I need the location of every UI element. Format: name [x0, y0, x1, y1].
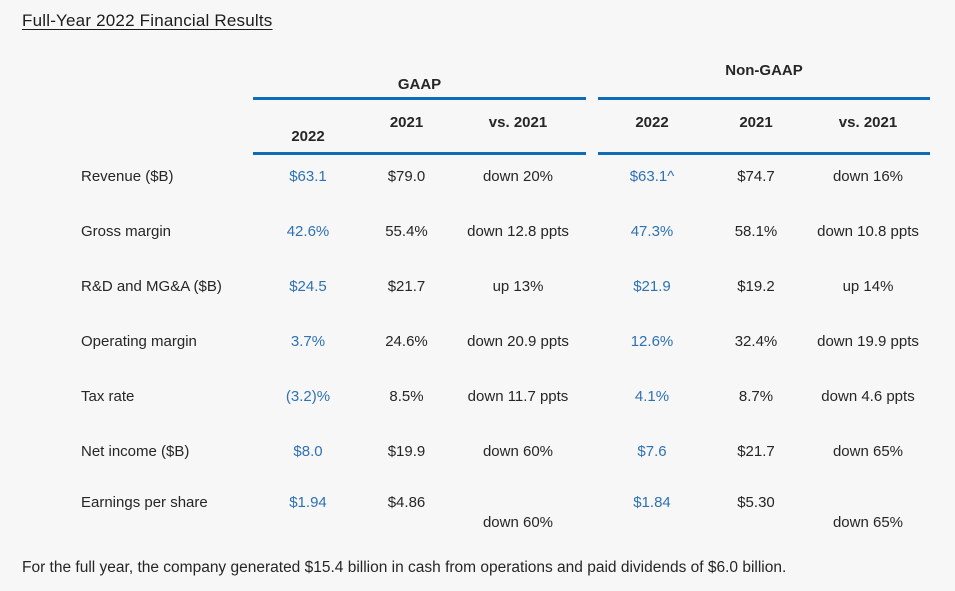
- cell-gaap-2022: (3.2)%: [285, 388, 331, 405]
- cell-gaap-vs2021: down 20.9 ppts: [467, 333, 569, 350]
- row-label: R&D and MG&A ($B): [81, 278, 222, 295]
- table-row-operating-margin: Operating margin 3.7% 24.6% down 20.9 pp…: [0, 320, 955, 375]
- table-row-gross-margin: Gross margin 42.6% 55.4% down 12.8 ppts …: [0, 210, 955, 265]
- col-head-nongaap-vs2021: vs. 2021: [838, 114, 898, 131]
- row-label: Net income ($B): [81, 443, 190, 460]
- col-head-gaap-2022: 2022: [291, 128, 325, 145]
- group-label-nongaap: Non-GAAP: [725, 62, 803, 79]
- cell-gaap-2022: $1.94: [289, 494, 327, 511]
- cell-nongaap-vs2021: up 14%: [842, 278, 894, 295]
- table-row-net-income: Net income ($B) $8.0 $19.9 down 60% $7.6…: [0, 430, 955, 485]
- cell-nongaap-vs2021: down 19.9 ppts: [817, 333, 919, 350]
- cell-gaap-2021: $19.9: [387, 443, 426, 460]
- cell-gaap-2022: 42.6%: [286, 223, 330, 240]
- cell-gaap-2021: 8.5%: [389, 388, 424, 405]
- footer-note: For the full year, the company generated…: [22, 559, 787, 576]
- cell-nongaap-2021: 8.7%: [738, 388, 774, 405]
- row-label: Operating margin: [81, 333, 197, 350]
- gaap-rule: [253, 152, 586, 155]
- cell-nongaap-2021: $74.7: [737, 168, 775, 185]
- col-head-nongaap-2022: 2022: [635, 114, 669, 131]
- cell-nongaap-2022: 12.6%: [630, 333, 674, 350]
- cell-gaap-2022: $8.0: [293, 443, 323, 460]
- cell-nongaap-vs2021: down 65%: [832, 514, 904, 531]
- cell-nongaap-2022: 47.3%: [630, 223, 674, 240]
- row-label: Revenue ($B): [81, 168, 174, 185]
- cell-nongaap-2021: $19.2: [737, 278, 775, 295]
- group-header-rule-row: [0, 97, 955, 100]
- cell-nongaap-2021: $5.30: [737, 494, 775, 511]
- group-header-row: GAAP Non-GAAP: [0, 50, 955, 97]
- cell-nongaap-2022: $7.6: [637, 443, 667, 460]
- row-label: Earnings per share: [81, 494, 208, 511]
- table-row-revenue: Revenue ($B) $63.1 $79.0 down 20% $63.1^…: [0, 155, 955, 210]
- cell-gaap-2021: $21.7: [387, 278, 426, 295]
- row-label: Tax rate: [81, 388, 135, 405]
- cell-nongaap-2021: $21.7: [737, 443, 775, 460]
- table-row-tax-rate: Tax rate (3.2)% 8.5% down 11.7 ppts 4.1%…: [0, 375, 955, 430]
- cell-nongaap-2022: $21.9: [633, 278, 671, 295]
- cell-nongaap-2021: 58.1%: [734, 223, 778, 240]
- row-label: Gross margin: [81, 223, 172, 240]
- cell-gaap-vs2021: down 11.7 ppts: [467, 388, 569, 405]
- cell-gaap-vs2021: up 13%: [492, 278, 544, 295]
- group-label-gaap: GAAP: [397, 76, 442, 93]
- cell-gaap-vs2021: down 12.8 ppts: [467, 223, 569, 240]
- cell-gaap-2021: $79.0: [387, 168, 426, 185]
- column-header-row: 2022 2021 vs. 2021 2022 2021 vs. 2021: [0, 100, 955, 152]
- page-title: Full-Year 2022 Financial Results: [22, 11, 273, 30]
- cell-gaap-2021: 24.6%: [385, 333, 428, 350]
- cell-gaap-vs2021: down 60%: [482, 443, 554, 460]
- cell-gaap-2021: 55.4%: [385, 223, 428, 240]
- cell-gaap-vs2021: down 60%: [482, 514, 554, 531]
- cell-nongaap-2022: 4.1%: [634, 388, 670, 405]
- gaap-rule: [253, 97, 586, 100]
- cell-nongaap-2022: $63.1^: [629, 168, 675, 185]
- cell-nongaap-2022: $1.84: [633, 494, 671, 511]
- cell-nongaap-vs2021: down 16%: [832, 168, 904, 185]
- table-row-rd-mga: R&D and MG&A ($B) $24.5 $21.7 up 13% $21…: [0, 265, 955, 320]
- cell-gaap-vs2021: down 20%: [482, 168, 554, 185]
- nongaap-rule: [598, 97, 930, 100]
- col-head-nongaap-2021: 2021: [739, 114, 773, 131]
- cell-nongaap-vs2021: down 65%: [832, 443, 904, 460]
- financial-results-table: GAAP Non-GAAP 2022 2021 vs. 2021 2022 20…: [0, 50, 955, 555]
- cell-gaap-2022: 3.7%: [290, 333, 326, 350]
- cell-nongaap-2021: 32.4%: [734, 333, 778, 350]
- cell-gaap-2021: $4.86: [387, 494, 426, 511]
- nongaap-rule: [598, 152, 930, 155]
- cell-gaap-2022: $63.1: [289, 168, 327, 185]
- cell-nongaap-vs2021: down 10.8 ppts: [817, 223, 919, 240]
- cell-gaap-2022: $24.5: [289, 278, 327, 295]
- col-head-gaap-vs2021: vs. 2021: [488, 114, 548, 131]
- cell-nongaap-vs2021: down 4.6 ppts: [821, 388, 915, 405]
- col-head-gaap-2021: 2021: [389, 114, 424, 131]
- table-row-earnings-per-share: Earnings per share $1.94 $4.86 down 60% …: [0, 485, 955, 555]
- column-header-rule-row: [0, 152, 955, 155]
